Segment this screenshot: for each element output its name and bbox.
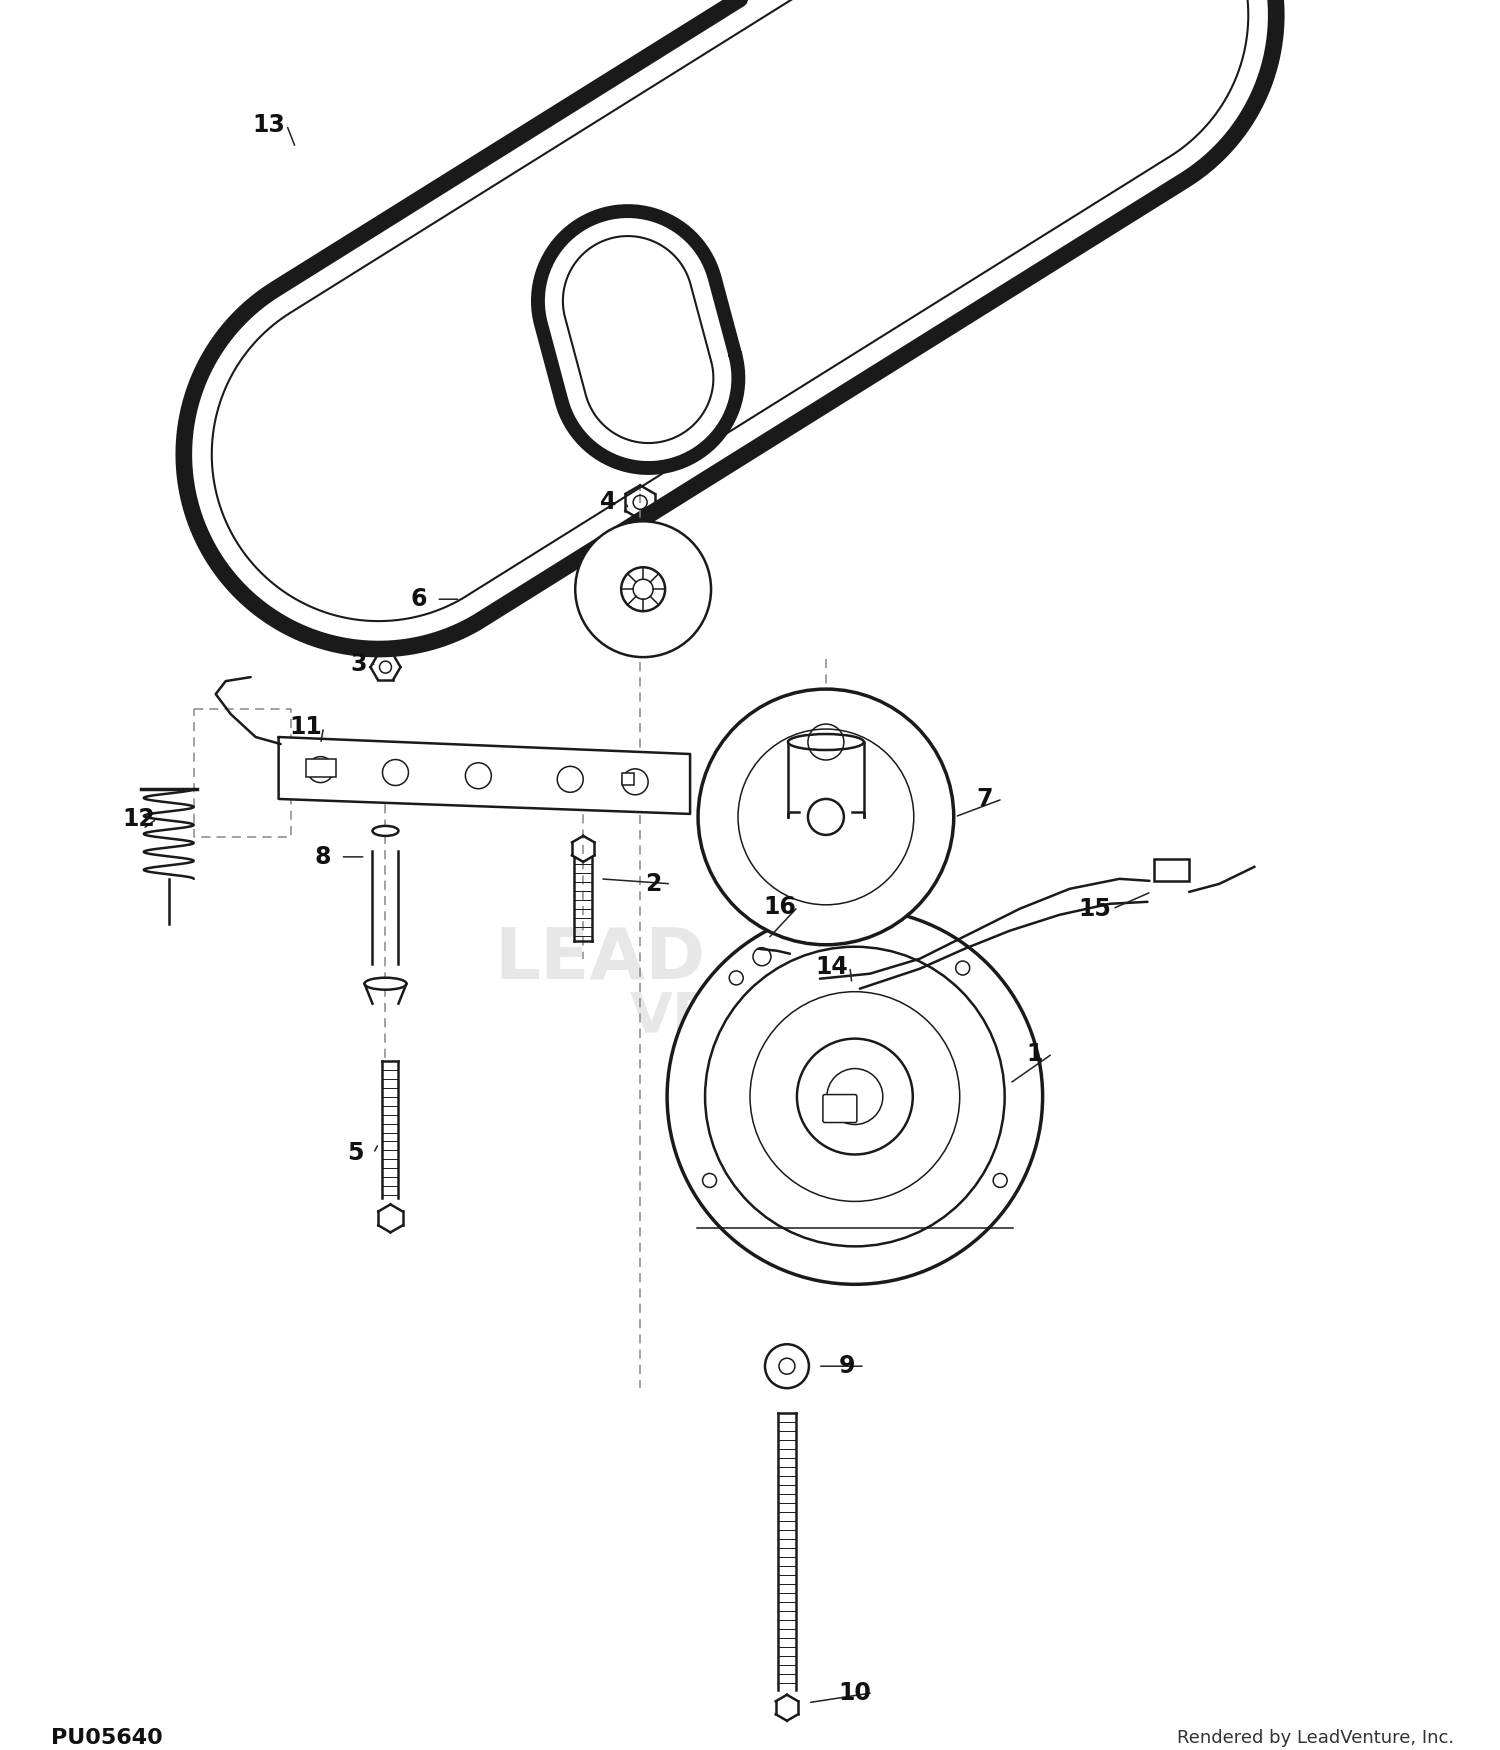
Bar bbox=[622, 774, 634, 786]
Polygon shape bbox=[279, 737, 690, 814]
Text: 2: 2 bbox=[645, 872, 662, 896]
Bar bbox=[306, 760, 336, 777]
Polygon shape bbox=[562, 236, 714, 443]
Circle shape bbox=[698, 690, 954, 945]
Text: 3: 3 bbox=[351, 653, 368, 676]
Text: 5: 5 bbox=[348, 1141, 364, 1166]
Text: Rendered by LeadVenture, Inc.: Rendered by LeadVenture, Inc. bbox=[1178, 1729, 1454, 1746]
Text: 8: 8 bbox=[315, 845, 332, 868]
Text: PU05640: PU05640 bbox=[51, 1727, 162, 1748]
Text: 7: 7 bbox=[976, 788, 993, 810]
Circle shape bbox=[574, 522, 711, 658]
Text: 4: 4 bbox=[600, 490, 616, 514]
Text: 13: 13 bbox=[252, 112, 285, 136]
Circle shape bbox=[765, 1344, 808, 1388]
Text: 6: 6 bbox=[410, 588, 426, 611]
Text: 1: 1 bbox=[1026, 1041, 1042, 1066]
Circle shape bbox=[668, 908, 1042, 1284]
Text: 16: 16 bbox=[764, 894, 796, 919]
Text: 10: 10 bbox=[839, 1680, 872, 1704]
Polygon shape bbox=[211, 0, 1248, 621]
Text: 12: 12 bbox=[123, 807, 154, 831]
Text: LEAD: LEAD bbox=[495, 924, 706, 994]
FancyBboxPatch shape bbox=[824, 1094, 856, 1122]
Bar bbox=[1155, 859, 1190, 880]
Text: 15: 15 bbox=[1078, 896, 1112, 920]
Text: 14: 14 bbox=[816, 956, 849, 978]
Text: VENTURE: VENTURE bbox=[630, 990, 921, 1043]
Text: 9: 9 bbox=[839, 1354, 855, 1379]
Ellipse shape bbox=[364, 978, 407, 990]
Text: 11: 11 bbox=[290, 716, 322, 738]
Ellipse shape bbox=[788, 733, 864, 751]
Ellipse shape bbox=[372, 826, 399, 836]
